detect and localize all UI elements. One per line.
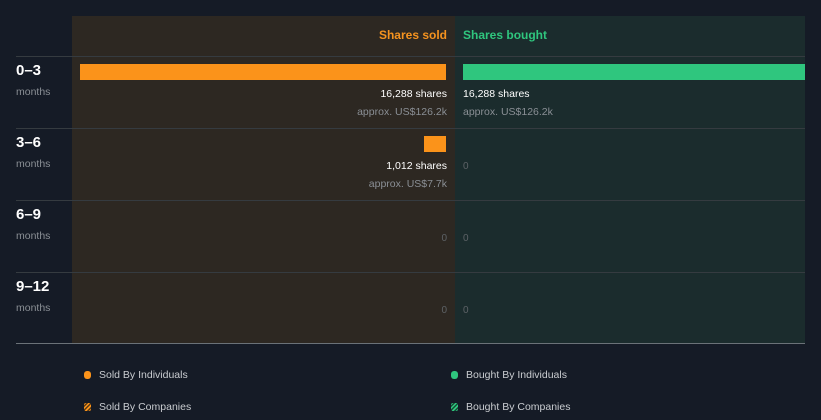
axis-line <box>16 343 805 344</box>
sold-shares-value: 16,288 shares <box>380 88 447 100</box>
green-hatch-icon <box>451 403 458 411</box>
sold-zero-value: 0 <box>441 305 447 316</box>
shares-sold-header: Shares sold <box>378 28 447 42</box>
bought-zero-value: 0 <box>463 233 469 244</box>
period-unit: months <box>16 302 51 314</box>
bought-approx-value: approx. US$126.2k <box>463 106 553 118</box>
bought-zero-value: 0 <box>463 161 469 172</box>
legend-label: Bought By Companies <box>466 401 571 413</box>
divider <box>16 200 805 201</box>
legend-label: Sold By Individuals <box>99 369 188 381</box>
sold-approx-value: approx. US$126.2k <box>357 106 447 118</box>
sold-approx-value: approx. US$7.7k <box>368 178 447 190</box>
legend-sold-individuals[interactable]: Sold By Individuals <box>84 369 188 381</box>
sold-zero-value: 0 <box>441 233 447 244</box>
legend-label: Bought By Individuals <box>466 369 567 381</box>
period-label: 6–9 <box>16 206 42 223</box>
orange-hatch-icon <box>84 403 91 411</box>
bought-bar[interactable] <box>463 64 805 80</box>
legend-bought-companies[interactable]: Bought By Companies <box>451 401 570 413</box>
period-unit: months <box>16 230 51 242</box>
bought-shares-value: 16,288 shares <box>463 88 530 100</box>
green-dot-icon <box>451 371 458 379</box>
sold-shares-value: 1,012 shares <box>386 160 447 172</box>
legend-label: Sold By Companies <box>99 401 192 413</box>
divider <box>16 272 805 273</box>
legend-bought-individuals[interactable]: Bought By Individuals <box>451 369 567 381</box>
orange-dot-icon <box>84 371 91 379</box>
sold-bar[interactable] <box>424 136 446 152</box>
divider <box>16 56 805 57</box>
shares-bought-header: Shares bought <box>463 28 548 42</box>
period-unit: months <box>16 86 51 98</box>
period-label: 9–12 <box>16 278 50 295</box>
divider <box>16 128 805 129</box>
period-label: 0–3 <box>16 62 42 79</box>
bought-zero-value: 0 <box>463 305 469 316</box>
period-unit: months <box>16 158 51 170</box>
sold-bar[interactable] <box>80 64 446 80</box>
period-label: 3–6 <box>16 134 42 151</box>
legend-sold-companies[interactable]: Sold By Companies <box>84 401 191 413</box>
